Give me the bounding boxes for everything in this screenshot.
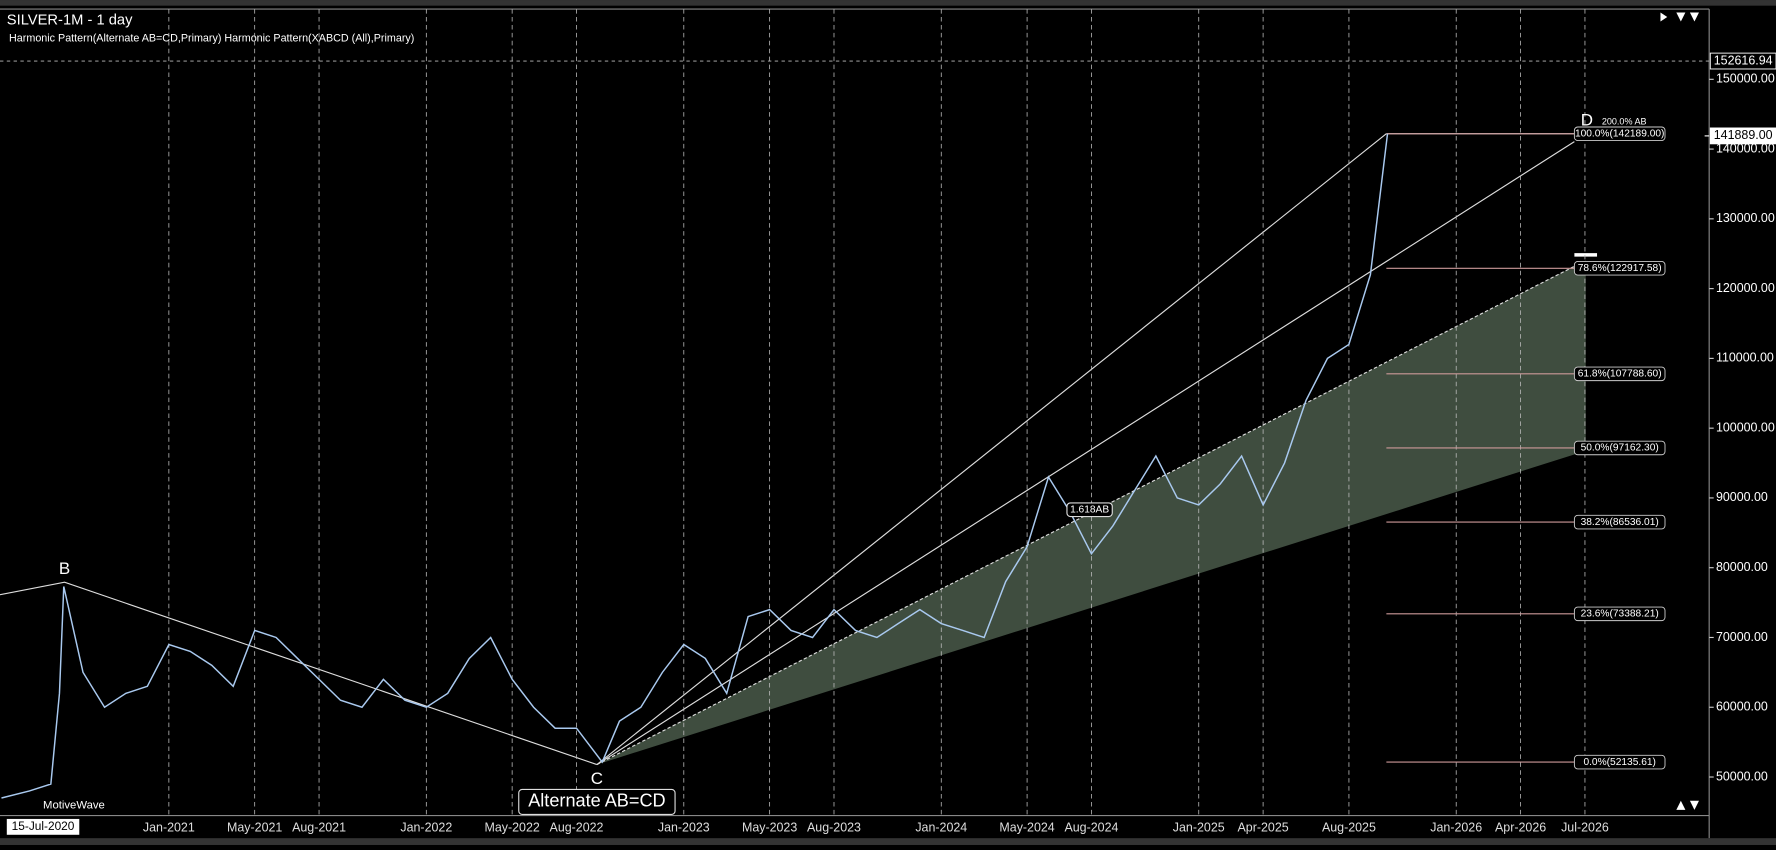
fib-label-box xyxy=(1573,754,1666,770)
bc-leg xyxy=(0,581,598,766)
pattern-label: 200.0% AB xyxy=(1602,117,1647,127)
fib-label: 23.6%(73388.21) xyxy=(1581,609,1659,620)
fib-label-box xyxy=(1573,126,1666,142)
y-tick-label: 90000.00 xyxy=(1716,490,1768,504)
x-tick-label: Jan-2024 xyxy=(915,820,967,834)
projection-line xyxy=(596,141,1575,766)
x-tick-label: Apr-2025 xyxy=(1238,820,1289,834)
pattern-label-box xyxy=(1066,502,1113,518)
x-tick-label: Jan-2022 xyxy=(400,820,452,834)
projection-line xyxy=(596,260,1586,766)
arrow-icon[interactable] xyxy=(1660,12,1668,22)
y-tick-label: 80000.00 xyxy=(1716,560,1768,574)
x-tick-label: May-2022 xyxy=(484,820,539,834)
y-tick-label: 120000.00 xyxy=(1716,281,1775,295)
x-tick-label: Aug-2022 xyxy=(550,820,604,834)
watermark: MotiveWave xyxy=(43,799,105,811)
chart-title: SILVER-1M - 1 day xyxy=(7,12,133,28)
arrow-icon[interactable] xyxy=(1689,12,1699,22)
y-tick-label: 70000.00 xyxy=(1716,630,1768,644)
pattern-label: D xyxy=(1581,111,1593,130)
fib-label: 78.6%(122917.58) xyxy=(1578,263,1662,274)
x-tick-label: Aug-2021 xyxy=(292,820,346,834)
x-tick-label: May-2024 xyxy=(999,820,1054,834)
y-tick-label: 100000.00 xyxy=(1716,420,1775,434)
x-tick-label: Jan-2025 xyxy=(1173,820,1225,834)
x-tick-label: Jan-2021 xyxy=(143,820,195,834)
x-tick-label: Jan-2023 xyxy=(658,820,710,834)
chart-subtitle: Harmonic Pattern(Alternate AB=CD,Primary… xyxy=(9,32,414,44)
y-tick-label: 150000.00 xyxy=(1716,72,1775,86)
y-tick-label: 130000.00 xyxy=(1716,211,1775,225)
nav-arrows[interactable] xyxy=(1660,12,1699,810)
y-tick-label: 140000.00 xyxy=(1716,141,1775,155)
x-tick-label: Jan-2026 xyxy=(1430,820,1482,834)
pattern-label: B xyxy=(59,559,70,578)
y-tick-label: 60000.00 xyxy=(1716,700,1768,714)
x-tick-label: Apr-2026 xyxy=(1495,820,1546,834)
fib-label: 100.0%(142189.00) xyxy=(1575,128,1665,139)
arrow-icon[interactable] xyxy=(1676,12,1686,22)
price-tag-label: 152616.94 xyxy=(1714,53,1773,67)
bottom-tab-bar xyxy=(0,838,1776,845)
fib-label: 0.0%(52135.61) xyxy=(1583,757,1656,768)
x-tick-label: Jul-2026 xyxy=(1561,820,1609,834)
pattern-label: Alternate AB=CD xyxy=(528,791,665,811)
price-tag xyxy=(1709,127,1776,145)
x-tick-label: Aug-2025 xyxy=(1322,820,1376,834)
y-tick-label: 50000.00 xyxy=(1716,769,1768,783)
cursor-date: 15-Jul-2020 xyxy=(12,819,75,833)
pattern-label-box xyxy=(518,788,676,815)
fib-label-box xyxy=(1573,606,1666,622)
cd-leg xyxy=(596,133,1387,766)
cursor-date-box xyxy=(6,818,80,835)
tab-bar xyxy=(0,0,1776,6)
y-tick-label: 110000.00 xyxy=(1716,351,1774,365)
pattern-label: 1.618AB xyxy=(1070,504,1109,515)
price-tag-label: 141889.00 xyxy=(1714,128,1773,142)
fib-label-box xyxy=(1573,440,1666,456)
fib-label: 61.8%(107788.60) xyxy=(1578,369,1662,380)
arrow-icon[interactable] xyxy=(1676,800,1686,810)
fib-label-box xyxy=(1573,261,1666,276)
fib-label-box xyxy=(1573,366,1666,382)
x-tick-label: May-2023 xyxy=(742,820,797,834)
pattern-zone xyxy=(596,260,1586,765)
x-tick-label: Aug-2024 xyxy=(1064,820,1118,834)
arrow-icon[interactable] xyxy=(1689,800,1699,810)
x-tick-label: Aug-2023 xyxy=(807,820,861,834)
x-tick-label: May-2021 xyxy=(227,820,282,834)
pattern-label: C xyxy=(591,769,603,788)
fib-label-box xyxy=(1573,514,1666,530)
price-line-series xyxy=(1,133,1389,799)
fib-label: 50.0%(97162.30) xyxy=(1581,443,1659,454)
fib-label: 38.2%(86536.01) xyxy=(1581,517,1659,528)
price-tag xyxy=(1709,52,1776,70)
